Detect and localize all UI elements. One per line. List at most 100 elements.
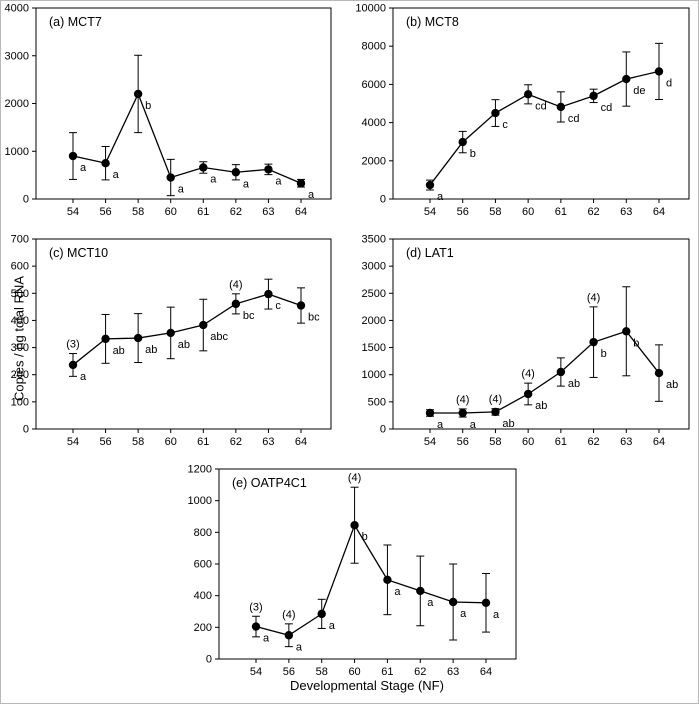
data-point — [166, 173, 175, 182]
x-tick-label: 54 — [250, 666, 262, 678]
y-tick-label: 0 — [23, 194, 29, 206]
data-point — [68, 360, 78, 370]
x-tick-label: 60 — [165, 436, 177, 448]
data-line — [72, 92, 302, 184]
x-tick-label: 54 — [424, 436, 436, 448]
x-tick-label: 61 — [555, 436, 567, 448]
y-tick-label: 400 — [194, 590, 212, 602]
y-tick-label: 100 — [11, 396, 29, 408]
significance-letter: ab — [178, 339, 190, 351]
significance-letter: cd — [568, 113, 580, 125]
panel-b: 0 2000 4000 6000 8000 10000 54 56 58 60 61 62 63 64 a b… — [355, 3, 690, 218]
x-tick-label: 60 — [522, 436, 534, 448]
y-tick-label: 1200 — [188, 464, 212, 476]
y-tick-label: 400 — [11, 315, 29, 327]
data-point — [264, 289, 273, 299]
significance-letter: de — [633, 85, 645, 97]
x-tick-label: 56 — [457, 436, 469, 448]
shared-x-axis-label: Developmental Stage (NF) — [290, 678, 444, 693]
panel-e: 0 200 400 600 800 1000 1200 54 56 58 60 61 62 63 64 a a a… — [188, 464, 517, 678]
significance-letter: a — [308, 189, 315, 201]
significance-letter: ab — [568, 378, 580, 390]
significance-letter: b — [470, 148, 476, 160]
x-tick-label: 63 — [262, 436, 274, 448]
x-tick-label: 62 — [230, 206, 242, 218]
y-tick-label: 3000 — [5, 50, 29, 62]
data-point — [383, 575, 392, 585]
panel-title: (b) MCT8 — [406, 15, 459, 29]
y-tick-label: 600 — [11, 261, 29, 273]
significance-letter: a — [470, 419, 477, 431]
significance-letter: a — [296, 641, 303, 653]
significance-letter: ab — [535, 400, 547, 412]
plot-frame — [218, 468, 517, 660]
data-point — [133, 89, 143, 99]
n-annotation: (4) — [521, 368, 534, 380]
y-tick-label: 500 — [368, 396, 386, 408]
data-point — [101, 158, 110, 168]
x-tick-label: 56 — [457, 206, 469, 218]
significance-letter: a — [329, 620, 336, 632]
data-point — [199, 320, 208, 330]
data-line — [72, 293, 302, 366]
data-point — [199, 163, 208, 172]
significance-letter: ab — [502, 418, 514, 430]
x-tick-label: 54 — [67, 436, 79, 448]
x-tick-label: 60 — [522, 206, 534, 218]
panel-title: (c) MCT10 — [49, 246, 108, 260]
x-tick-label: 63 — [620, 206, 632, 218]
x-tick-label: 61 — [197, 206, 209, 218]
significance-letter: ab — [666, 379, 678, 391]
data-point — [350, 521, 359, 530]
x-tick-label: 64 — [653, 436, 665, 448]
y-tick-label: 6000 — [362, 79, 386, 91]
x-tick-label: 56 — [99, 206, 111, 218]
data-point — [68, 151, 78, 161]
y-tick-label: 500 — [11, 288, 29, 300]
data-point — [251, 622, 261, 631]
plot-frame — [392, 7, 690, 200]
significance-letter: a — [178, 184, 185, 196]
data-point — [654, 67, 664, 76]
y-tick-label: 1500 — [362, 342, 386, 354]
data-point — [264, 165, 273, 174]
data-point — [231, 299, 241, 309]
significance-letter: abc — [210, 331, 228, 343]
significance-letter: ab — [145, 344, 157, 356]
data-point — [425, 180, 435, 190]
x-tick-label: 54 — [67, 206, 79, 218]
x-tick-label: 64 — [295, 436, 307, 448]
data-point — [481, 598, 491, 607]
y-tick-label: 2000 — [362, 155, 386, 167]
n-annotation: (4) — [229, 279, 242, 291]
significance-letter: a — [275, 175, 282, 187]
n-annotation: (4) — [282, 609, 295, 621]
y-tick-label: 600 — [194, 559, 212, 571]
data-point — [589, 91, 598, 101]
x-tick-label: 62 — [587, 206, 599, 218]
n-annotation: (4) — [348, 472, 361, 484]
data-point — [622, 327, 631, 336]
x-tick-label: 58 — [132, 436, 144, 448]
data-point — [556, 102, 566, 112]
y-tick-label: 10000 — [355, 3, 386, 15]
significance-letter: a — [80, 371, 87, 383]
x-tick-label: 56 — [99, 436, 111, 448]
n-annotation: (4) — [587, 292, 600, 304]
data-point — [491, 108, 500, 118]
significance-letter: cd — [535, 100, 547, 112]
y-tick-label: 700 — [11, 234, 29, 246]
y-tick-label: 1000 — [362, 369, 386, 381]
plot-frame — [35, 238, 332, 430]
data-point — [654, 368, 664, 378]
x-tick-label: 64 — [480, 666, 492, 678]
x-tick-label: 60 — [165, 206, 177, 218]
significance-letter: b — [362, 531, 368, 543]
significance-letter: ab — [113, 345, 125, 357]
significance-letter: a — [427, 597, 434, 609]
x-tick-label: 63 — [620, 436, 632, 448]
x-tick-label: 60 — [348, 666, 360, 678]
data-point — [458, 137, 467, 147]
y-tick-label: 4000 — [5, 3, 29, 15]
